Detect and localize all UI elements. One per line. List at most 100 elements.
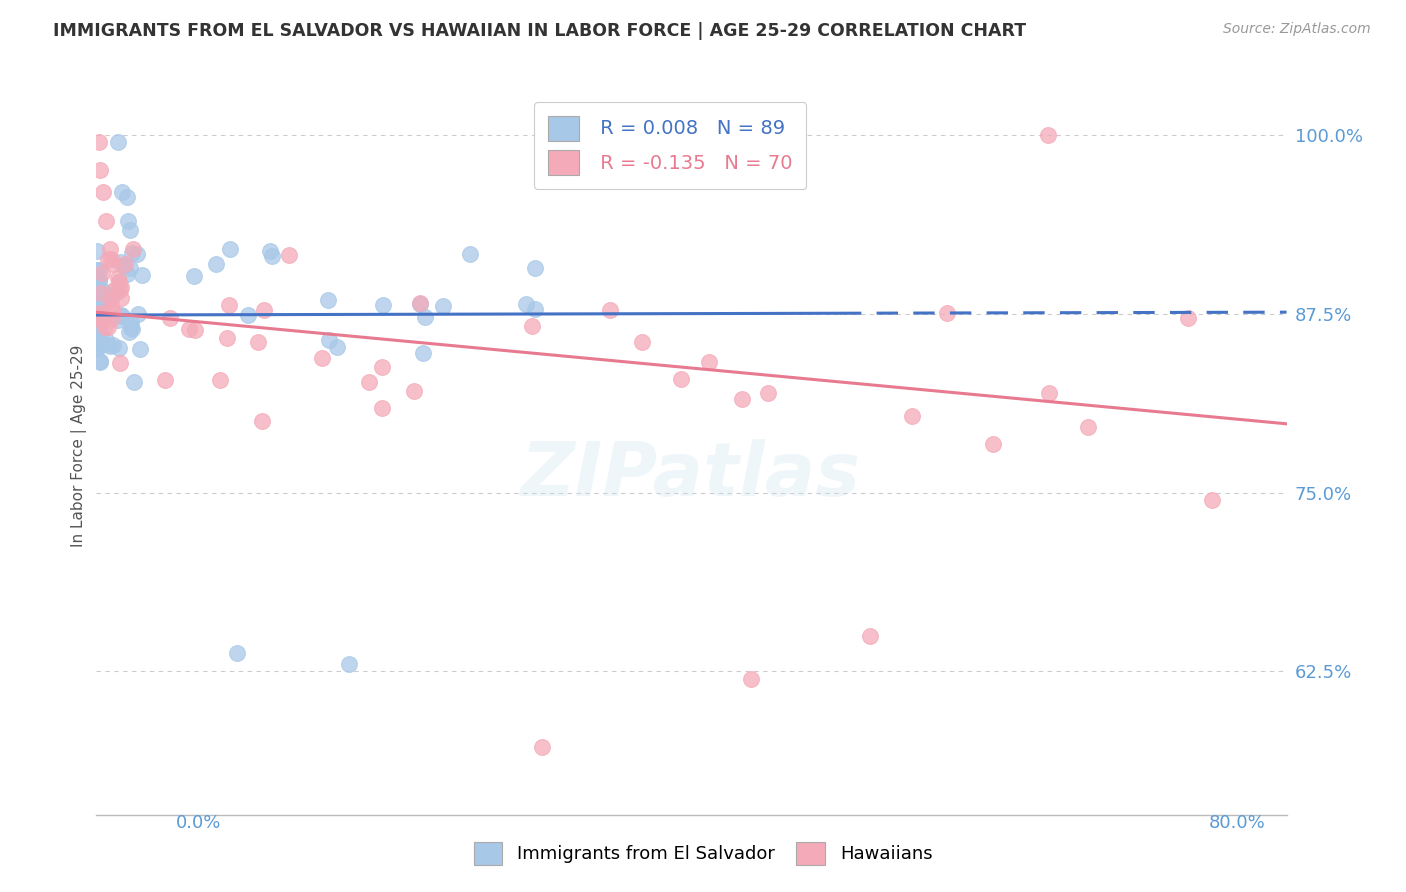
- Point: [97, 288, 120, 302]
- Point: [91, 185, 114, 199]
- Point: [404, 384, 426, 398]
- Point: [87, 273, 110, 287]
- Point: [89, 320, 111, 334]
- Point: [630, 334, 652, 349]
- Point: [108, 356, 131, 370]
- Point: [91, 284, 114, 298]
- Point: [90, 300, 112, 314]
- Point: [277, 248, 299, 262]
- Point: [337, 657, 360, 672]
- Point: [89, 298, 111, 312]
- Point: [91, 267, 114, 281]
- Point: [522, 318, 544, 333]
- Point: [208, 374, 231, 388]
- Point: [84, 296, 107, 310]
- Point: [89, 163, 111, 178]
- Point: [100, 300, 122, 314]
- Point: [1201, 492, 1223, 507]
- Point: [105, 285, 128, 300]
- Point: [89, 273, 111, 287]
- Point: [118, 325, 141, 339]
- Point: [260, 249, 283, 263]
- Point: [87, 317, 110, 331]
- Point: [697, 354, 720, 368]
- Point: [108, 255, 131, 269]
- Point: [103, 284, 125, 298]
- Point: [111, 310, 134, 324]
- Point: [740, 672, 762, 686]
- Point: [311, 351, 333, 365]
- Point: [100, 310, 122, 325]
- Legend: Immigrants from El Salvador, Hawaiians: Immigrants from El Salvador, Hawaiians: [467, 835, 939, 872]
- Text: Source: ZipAtlas.com: Source: ZipAtlas.com: [1223, 22, 1371, 37]
- Text: 0.0%: 0.0%: [176, 814, 221, 831]
- Point: [127, 246, 149, 260]
- Point: [94, 333, 117, 347]
- Point: [110, 279, 132, 293]
- Point: [120, 315, 142, 329]
- Point: [326, 340, 349, 354]
- Point: [94, 336, 117, 351]
- Point: [91, 311, 114, 326]
- Point: [87, 285, 110, 299]
- Point: [1077, 419, 1099, 434]
- Point: [84, 271, 107, 285]
- Point: [114, 256, 136, 270]
- Point: [97, 252, 120, 266]
- Point: [111, 185, 134, 199]
- Point: [86, 340, 108, 354]
- Point: [115, 190, 138, 204]
- Point: [159, 311, 181, 326]
- Point: [215, 331, 238, 345]
- Point: [101, 338, 124, 352]
- Point: [117, 267, 139, 281]
- Point: [89, 326, 111, 341]
- Point: [90, 313, 112, 327]
- Point: [523, 261, 546, 276]
- Point: [409, 297, 432, 311]
- Point: [103, 283, 125, 297]
- Point: [432, 299, 454, 313]
- Point: [108, 284, 131, 298]
- Point: [373, 298, 395, 312]
- Point: [117, 213, 139, 227]
- Point: [901, 409, 924, 424]
- Point: [981, 437, 1004, 451]
- Point: [120, 223, 142, 237]
- Point: [118, 261, 141, 276]
- Point: [1177, 311, 1199, 326]
- Point: [412, 346, 434, 360]
- Point: [370, 401, 392, 415]
- Point: [87, 279, 110, 293]
- Point: [110, 308, 132, 322]
- Point: [86, 342, 108, 356]
- Point: [316, 293, 339, 307]
- Point: [250, 414, 273, 428]
- Point: [91, 310, 114, 324]
- Point: [97, 319, 120, 334]
- Point: [205, 257, 228, 271]
- Point: [127, 307, 149, 321]
- Point: [218, 242, 240, 256]
- Point: [531, 740, 554, 755]
- Point: [87, 308, 110, 322]
- Point: [183, 323, 205, 337]
- Point: [86, 244, 108, 258]
- Point: [112, 259, 135, 273]
- Point: [84, 325, 107, 339]
- Point: [89, 354, 111, 368]
- Point: [413, 310, 436, 324]
- Point: [86, 263, 108, 277]
- Point: [121, 246, 143, 260]
- Text: IMMIGRANTS FROM EL SALVADOR VS HAWAIIAN IN LABOR FORCE | AGE 25-29 CORRELATION C: IMMIGRANTS FROM EL SALVADOR VS HAWAIIAN …: [53, 22, 1026, 40]
- Point: [599, 302, 621, 317]
- Point: [86, 294, 108, 309]
- Point: [121, 320, 143, 334]
- Point: [107, 135, 129, 149]
- Point: [89, 306, 111, 320]
- Point: [936, 306, 959, 320]
- Point: [91, 305, 114, 319]
- Point: [94, 319, 117, 334]
- Point: [86, 301, 108, 316]
- Point: [121, 242, 143, 256]
